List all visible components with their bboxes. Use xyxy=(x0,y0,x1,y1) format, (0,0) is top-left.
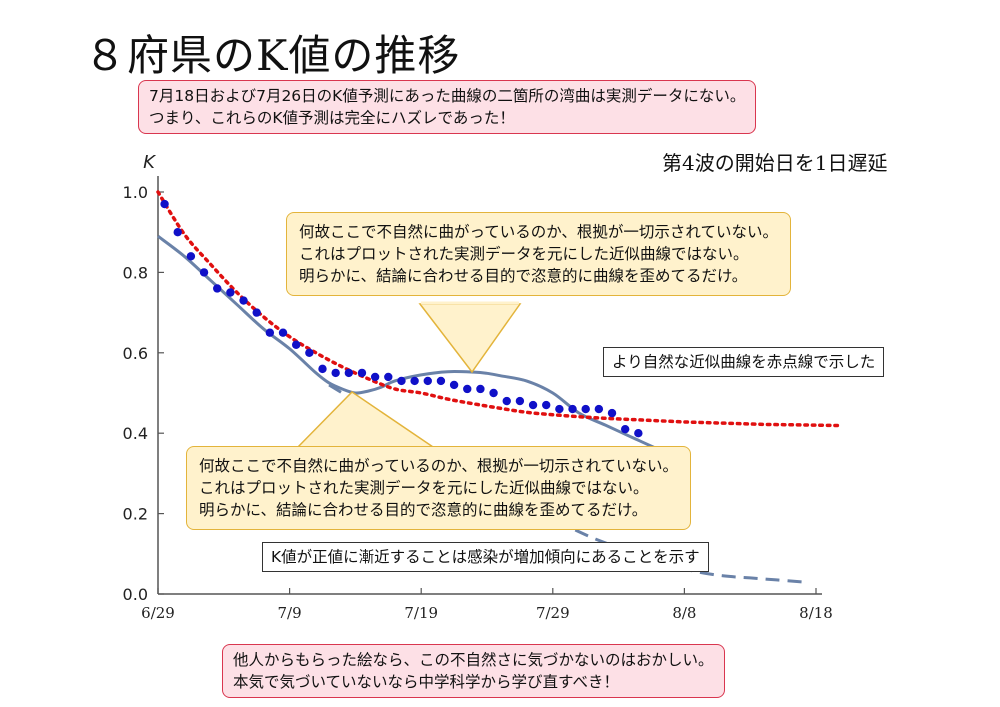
callout-upper: 何故ここで不自然に曲がっているのか、根拠が一切示されていない。 これはプロットさ… xyxy=(286,212,791,296)
x-tick-label: 8/8 xyxy=(672,604,696,622)
series-line-solid xyxy=(157,235,659,451)
y-tick-label: 0.0 xyxy=(123,585,148,604)
y-tick-label: 0.6 xyxy=(123,344,148,363)
top-note-line-2: つまり、これらのK値予測は完全にハズレであった！ xyxy=(149,109,515,127)
data-point xyxy=(436,376,446,386)
x-tick-label: 7/19 xyxy=(404,604,438,622)
callout-upper-line-3: 明らかに、結論に合わせる目的で恣意的に曲線を歪めてるだけ。 xyxy=(299,267,748,285)
data-point xyxy=(318,364,327,374)
y-tick-label: 0.2 xyxy=(123,505,148,524)
data-point xyxy=(252,308,261,317)
callout-upper-pointer xyxy=(418,303,522,374)
data-point xyxy=(634,429,643,438)
callout-lower-line-1: 何故ここで不自然に曲がっているのか、根拠が一切示されていない。 xyxy=(199,457,678,475)
callout-upper-line-2: これはプロットされた実測データを元にした近似曲線ではない。 xyxy=(299,245,749,263)
data-point xyxy=(173,228,182,237)
y-axis-label: K xyxy=(143,152,156,173)
data-point xyxy=(291,340,301,349)
series-line-dotted xyxy=(156,190,845,428)
data-point xyxy=(186,252,196,261)
data-point xyxy=(384,372,393,382)
data-point xyxy=(305,348,314,357)
y-tick-label: 0.8 xyxy=(123,263,148,282)
data-point xyxy=(239,296,248,305)
data-point xyxy=(213,284,222,293)
data-point xyxy=(344,368,354,378)
data-point xyxy=(607,408,617,418)
top-note-line-1: 7月18日および7月26日のK値予測にあった曲線の二箇所の湾曲は実測データにない… xyxy=(149,87,746,105)
data-point xyxy=(463,384,472,394)
page-title: ８府県のK値の推移 xyxy=(84,31,461,80)
chart-labels: 0.0 0.2 0.4 0.6 0.8 1.0 6/29 7/9 7/19 7/29 8/8 8/18… xyxy=(123,152,833,622)
data-point xyxy=(226,288,235,297)
callout-lower-pointer xyxy=(294,391,439,450)
y-tick-label: 0.4 xyxy=(123,424,148,443)
data-point xyxy=(160,199,169,209)
x-tick-label: 6/29 xyxy=(141,604,175,622)
top-note: 7月18日および7月26日のK値予測にあった曲線の二箇所の湾曲は実測データにない… xyxy=(138,80,757,134)
data-point xyxy=(331,368,340,378)
data-point xyxy=(423,376,432,386)
red-curve-note: より自然な近似曲線を赤点線で示した xyxy=(603,347,885,377)
data-point xyxy=(581,404,590,414)
data-point xyxy=(489,388,498,398)
data-point xyxy=(568,404,577,414)
callout-lower: 何故ここで不自然に曲がっているのか、根拠が一切示されていない。 これはプロットさ… xyxy=(186,446,691,530)
bottom-note-line-1: 他人からもらった絵なら、この不自然さに気づかないのはおかしい。 xyxy=(233,651,714,669)
data-point xyxy=(265,328,275,337)
callout-upper-line-1: 何故ここで不自然に曲がっているのか、根拠が一切示されていない。 xyxy=(299,223,778,241)
chart-axes xyxy=(157,176,822,595)
data-point xyxy=(370,372,380,382)
asymptote-note: K値が正値に漸近することは感染が増加傾向にあることを示す xyxy=(262,542,709,572)
bottom-note: 他人からもらった絵なら、この不自然さに気づかないのはおかしい。 本気で気づいてい… xyxy=(222,644,725,698)
y-tick-label: 1.0 xyxy=(123,183,148,202)
data-point xyxy=(278,328,288,337)
callout-lower-line-3: 明らかに、結論に合わせる目的で恣意的に曲線を歪めてるだけ。 xyxy=(199,501,648,519)
data-point xyxy=(410,376,419,386)
x-tick-label: 7/9 xyxy=(278,604,302,622)
data-point xyxy=(449,380,459,390)
data-point xyxy=(594,404,604,414)
data-point xyxy=(502,396,511,406)
data-point xyxy=(357,368,367,378)
x-tick-label: 7/29 xyxy=(536,604,570,622)
bottom-note-line-2: 本気で気づいていないなら中学科学から学び直すべき！ xyxy=(233,673,619,691)
chart-points xyxy=(160,199,643,438)
callout-lower-line-2: これはプロットされた実測データを元にした近似曲線ではない。 xyxy=(199,479,649,497)
data-point xyxy=(199,268,209,277)
data-point xyxy=(528,400,538,410)
data-point xyxy=(620,424,630,434)
data-point xyxy=(542,400,551,410)
data-point xyxy=(397,376,406,386)
wave-start-note: 第4波の開始日を1日遅延 xyxy=(662,151,888,175)
x-tick-label: 8/18 xyxy=(799,604,833,622)
data-point xyxy=(515,396,525,406)
data-point xyxy=(476,384,485,394)
data-point xyxy=(555,404,564,414)
